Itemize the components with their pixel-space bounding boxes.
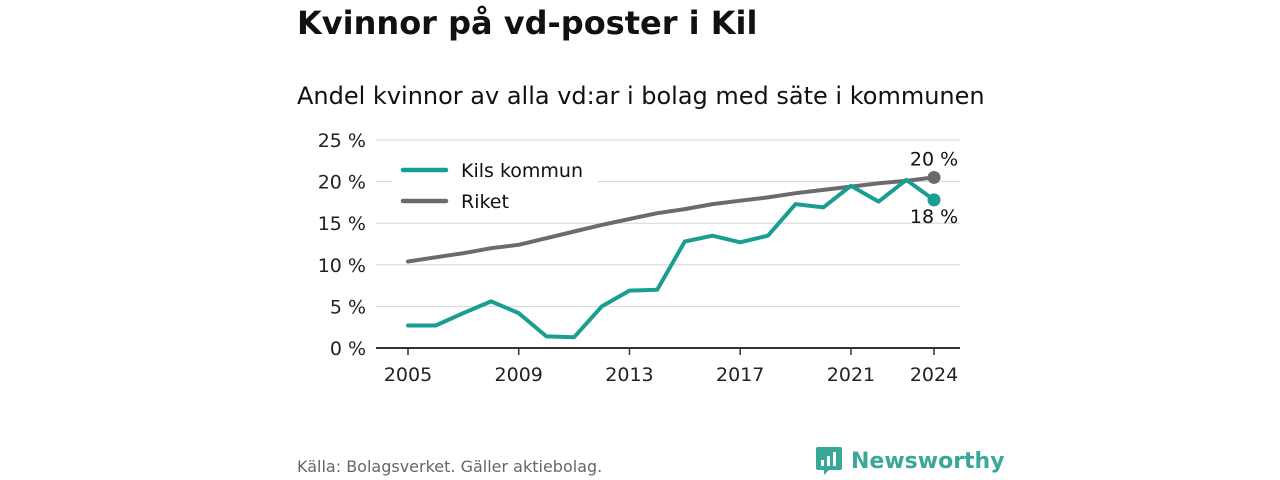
source-note: Källa: Bolagsverket. Gäller aktiebolag. bbox=[297, 457, 603, 476]
x-tick-label: 2013 bbox=[605, 364, 653, 386]
brand-name: Newsworthy bbox=[851, 448, 1005, 474]
end-point-kils-kommun bbox=[927, 193, 941, 207]
legend-label: Riket bbox=[461, 191, 509, 213]
brand-logo: Newsworthy bbox=[815, 446, 1005, 476]
x-tick-label: 2017 bbox=[716, 364, 764, 386]
x-tick-label: 2021 bbox=[827, 364, 875, 386]
legend-label: Kils kommun bbox=[461, 160, 583, 182]
end-point-riket bbox=[927, 170, 941, 184]
y-tick-label: 15 % bbox=[318, 213, 366, 235]
legend-box bbox=[392, 152, 598, 222]
y-tick-label: 25 % bbox=[318, 130, 366, 152]
series-line-kils-kommun bbox=[406, 177, 936, 340]
y-tick-label: 0 % bbox=[330, 338, 366, 360]
newsworthy-logo-icon bbox=[816, 447, 842, 475]
x-tick-label: 2005 bbox=[384, 364, 432, 386]
y-tick-label: 20 % bbox=[318, 172, 366, 194]
y-tick-label: 5 % bbox=[330, 296, 366, 318]
end-label-kils-kommun: 18 % bbox=[910, 206, 958, 228]
chart-title: Kvinnor på vd-poster i Kil bbox=[297, 4, 758, 42]
y-tick-label: 10 % bbox=[318, 255, 366, 277]
end-label-riket: 20 % bbox=[910, 148, 958, 170]
x-tick-label: 2009 bbox=[495, 364, 543, 386]
chart-subtitle: Andel kvinnor av alla vd:ar i bolag med … bbox=[297, 82, 985, 110]
x-tick-label: 2024 bbox=[910, 364, 958, 386]
